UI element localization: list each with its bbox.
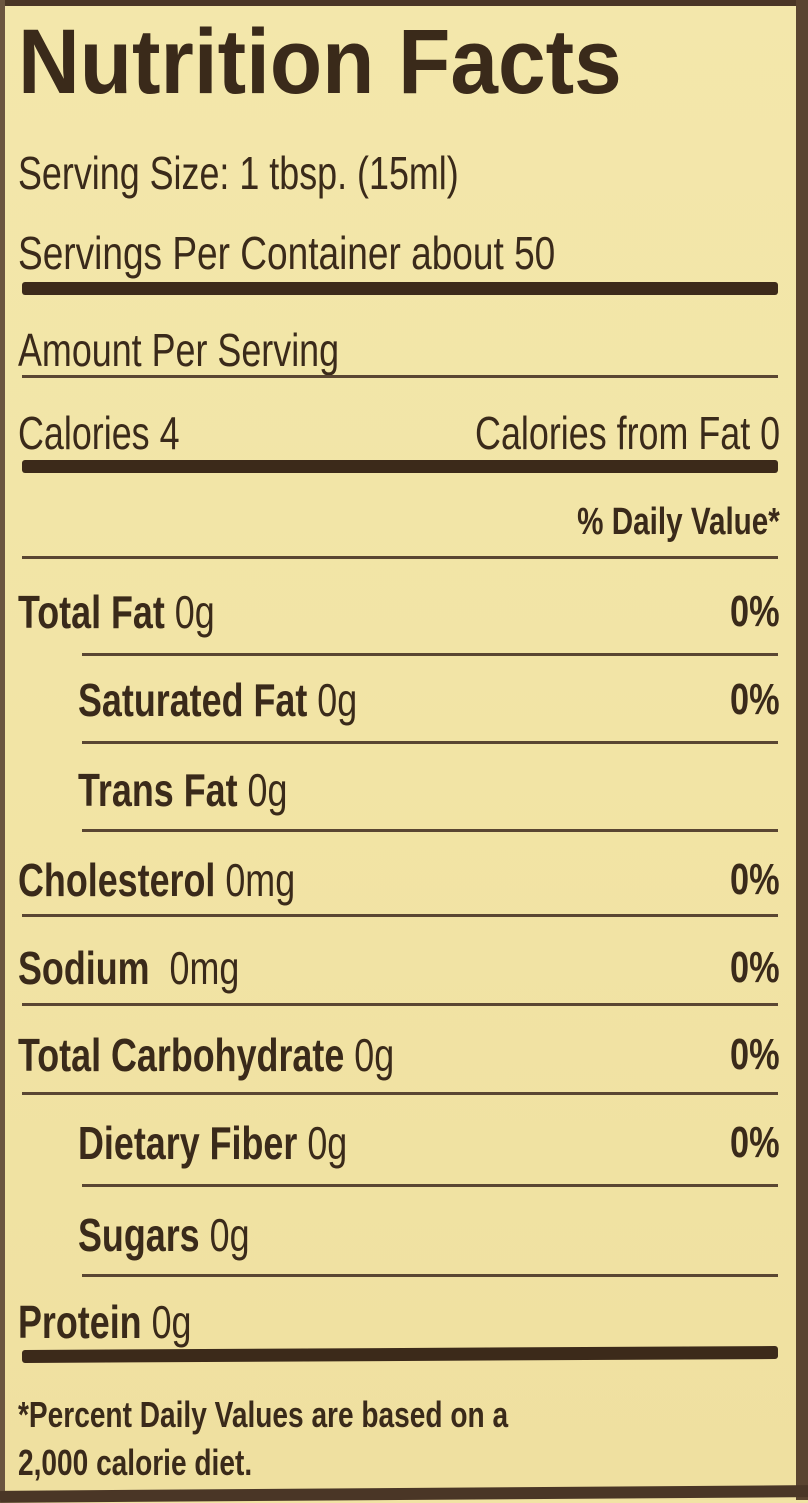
divider: [22, 1092, 778, 1095]
nutrient-row-protein: Protein 0g: [18, 1294, 780, 1350]
nutrient-amount: 0g: [209, 1209, 250, 1261]
nutrient-dv: 0%: [730, 943, 780, 992]
nutrient-dv: 0%: [730, 1030, 780, 1079]
divider: [22, 914, 778, 917]
amount-per-serving: Amount Per Serving: [18, 324, 340, 376]
nutrient-name: Total Carbohydrate: [18, 1029, 345, 1081]
nutrient-row-saturated-fat: Saturated Fat 0g 0%: [78, 672, 780, 728]
nutrient-name: Total Fat: [18, 586, 165, 638]
nutrient-row-total-fat: Total Fat 0g 0%: [18, 584, 780, 640]
nutrient-amount: 0mg: [159, 942, 240, 994]
nutrient-amount: 0g: [174, 586, 215, 638]
nutrient-name: Saturated Fat: [78, 674, 308, 726]
nutrient-amount: 0g: [151, 1296, 192, 1348]
divider: [82, 829, 778, 832]
nutrient-name: Protein: [18, 1296, 142, 1348]
nutrient-row-total-carbohydrate: Total Carbohydrate 0g 0%: [18, 1027, 780, 1083]
divider: [22, 375, 778, 378]
label-border-top: [0, 0, 808, 6]
divider: [22, 556, 778, 559]
divider: [82, 741, 778, 744]
nutrient-amount: 0mg: [225, 854, 296, 906]
nutrient-name: Dietary Fiber: [78, 1117, 298, 1169]
divider: [82, 653, 778, 656]
nutrient-row-sodium: Sodium 0mg 0%: [18, 940, 780, 996]
nutrient-name: Cholesterol: [18, 854, 216, 906]
nutrient-dv: 0%: [730, 675, 780, 724]
divider: [22, 1003, 778, 1006]
nutrient-name: Trans Fat: [78, 764, 238, 816]
serving-size: Serving Size: 1 tbsp. (15ml): [18, 147, 459, 199]
nutrient-row-trans-fat: Trans Fat 0g: [78, 762, 780, 818]
servings-per-container: Servings Per Container about 50: [18, 227, 556, 279]
nutrient-dv: 0%: [730, 855, 780, 904]
thick-divider: [22, 282, 778, 295]
nutrient-amount: 0g: [317, 674, 358, 726]
nutrient-amount: 0g: [307, 1117, 348, 1169]
nutrient-name: Sodium: [18, 942, 150, 994]
footnote-line-2: 2,000 calorie diet.: [18, 1442, 253, 1483]
label-border-right: [796, 0, 808, 1500]
divider: [82, 1274, 778, 1277]
calories: Calories 4: [18, 407, 180, 459]
divider: [82, 1184, 778, 1187]
calories-from-fat: Calories from Fat 0: [474, 407, 780, 459]
nutrient-dv: 0%: [730, 587, 780, 636]
nutrient-row-sugars: Sugars 0g: [78, 1207, 780, 1263]
daily-value-header: % Daily Value*: [577, 501, 780, 543]
nutrient-amount: 0g: [247, 764, 288, 816]
nutrient-row-cholesterol: Cholesterol 0mg 0%: [18, 852, 780, 908]
nutrient-row-dietary-fiber: Dietary Fiber 0g 0%: [78, 1115, 780, 1171]
label-border-left: [0, 0, 5, 1500]
thick-divider: [22, 460, 778, 473]
nutrient-dv: 0%: [730, 1118, 780, 1167]
nutrient-amount: 0g: [354, 1029, 395, 1081]
nutrient-name: Sugars: [78, 1209, 200, 1261]
footnote-line-1: *Percent Daily Values are based on a: [18, 1394, 509, 1435]
label-title: Nutrition Facts: [18, 11, 622, 113]
